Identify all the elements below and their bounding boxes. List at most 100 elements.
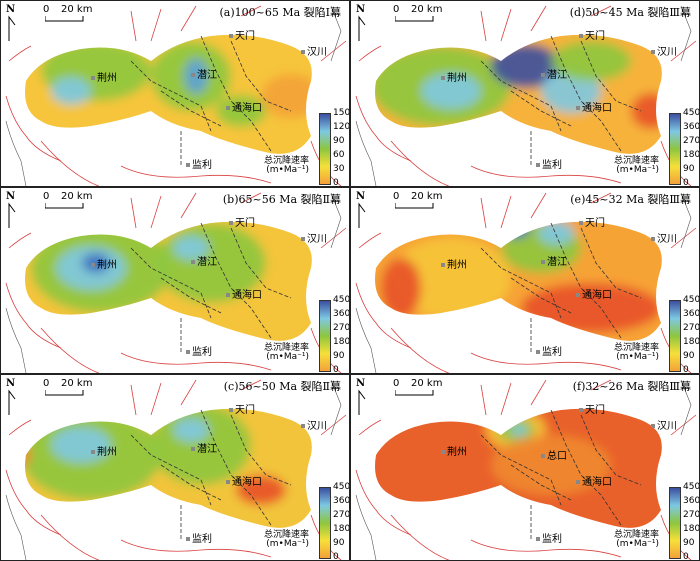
color-bar-unit: (m•Ma⁻¹) <box>616 539 659 549</box>
color-bar-tick: 0 <box>683 552 689 561</box>
map-panel-c: N 0 20 km (c)56~50 Ma 裂陷Ⅱ幕 天门 汉川 荆州 潜江 通… <box>0 374 350 561</box>
north-arrow: N <box>356 378 366 389</box>
color-bar-label: 总沉降速率 <box>263 530 309 540</box>
color-bar-tick: 0 <box>333 178 339 187</box>
map-canvas <box>355 5 697 186</box>
color-bar-tick: 180 <box>683 524 700 534</box>
rate-zone <box>502 221 530 238</box>
color-bar-unit: (m•Ma⁻¹) <box>266 352 309 362</box>
north-arrow: N <box>6 4 16 15</box>
rate-zone <box>173 236 209 260</box>
map-canvas <box>355 192 697 373</box>
color-bar-tick: 90 <box>683 538 695 548</box>
map-panel-f: N 0 20 km (f)32~26 Ma 裂陷Ⅲ幕 天门 汉川 荆州 总口 通… <box>350 374 700 561</box>
color-bar-unit: (m•Ma⁻¹) <box>616 165 659 175</box>
basin-boundaries <box>355 379 697 560</box>
province-lines <box>5 379 342 560</box>
province-lines <box>5 5 342 186</box>
color-bar-label: 总沉降速率 <box>613 530 659 540</box>
fault-lines <box>130 222 292 353</box>
color-bar-tick: 360 <box>333 496 350 506</box>
color-bar <box>669 487 681 559</box>
rate-zone <box>82 253 110 273</box>
fault-lines <box>480 35 642 166</box>
color-bar-tick: 90 <box>333 136 345 146</box>
city-qianjiang: 潜江 <box>191 253 217 268</box>
north-arrow: N <box>6 191 16 202</box>
color-bar-label: 总沉降速率 <box>263 156 309 166</box>
color-bar-tick: 150 <box>333 108 350 118</box>
color-bar-tick: 360 <box>683 309 700 319</box>
scale-length: 20 km <box>61 378 93 389</box>
north-arrow: N <box>6 378 16 389</box>
color-bar-tick: 450 <box>683 108 700 118</box>
scale-zero: 0 <box>393 191 400 202</box>
color-bar-tick: 270 <box>333 510 350 520</box>
city-jianli: 监利 <box>186 343 212 358</box>
color-bar-tick: 180 <box>683 337 700 347</box>
rate-zone <box>421 73 481 109</box>
city-tonghaikou: 通海口 <box>576 473 612 488</box>
map-panel-e: N 0 20 km (e)45~32 Ma 裂陷Ⅲ幕 天门 汉川 荆州 潜江 通… <box>350 187 700 374</box>
color-bar-tick: 90 <box>683 164 695 174</box>
province-lines <box>355 5 692 186</box>
city-jianli: 监利 <box>536 530 562 545</box>
panel-title: (c)56~50 Ma 裂陷Ⅱ幕 <box>223 380 341 393</box>
panel-title: (b)65~56 Ma 裂陷Ⅱ幕 <box>222 193 341 206</box>
map-panel-a: N 0 20 km (a)100~65 Ma 裂陷Ⅰ幕 天门 汉川 荆州 潜江 … <box>0 0 350 187</box>
city-hanchuan: 汉川 <box>651 230 677 245</box>
scale-zero: 0 <box>43 4 50 15</box>
city-qianjiang: 潜江 <box>541 253 567 268</box>
city-tianmen: 天门 <box>579 27 605 42</box>
rate-zone <box>184 58 208 94</box>
north-arrow-icon <box>8 389 16 415</box>
color-bar <box>319 487 331 559</box>
city-jingzhou: 荆州 <box>441 443 467 458</box>
panel-title: (d)50~45 Ma 裂陷Ⅲ幕 <box>569 6 691 19</box>
color-bar <box>669 113 681 185</box>
color-bar-unit: (m•Ma⁻¹) <box>266 165 309 175</box>
scale-bar <box>395 16 434 22</box>
color-bar-tick: 0 <box>333 552 339 561</box>
north-arrow: N <box>356 191 366 202</box>
rate-zone <box>631 93 662 129</box>
color-bar-tick: 60 <box>333 150 345 160</box>
scale-bar <box>395 390 434 396</box>
north-arrow-icon <box>8 202 16 228</box>
province-lines <box>355 379 692 560</box>
color-bar-tick: 90 <box>333 538 345 548</box>
scale-length: 20 km <box>411 378 443 389</box>
city-zongkou: 总口 <box>541 447 567 462</box>
north-arrow-icon <box>358 202 366 228</box>
scale-bar <box>395 203 434 209</box>
map-panel-b: N 0 20 km (b)65~56 Ma 裂陷Ⅱ幕 天门 汉川 荆州 潜江 通… <box>0 187 350 374</box>
color-bar-tick: 270 <box>333 323 350 333</box>
city-hanchuan: 汉川 <box>301 417 327 432</box>
color-bar-tick: 360 <box>333 309 350 319</box>
scale-length: 20 km <box>61 191 93 202</box>
city-hanchuan: 汉川 <box>301 43 327 58</box>
color-bar-tick: 180 <box>683 150 700 160</box>
city-jingzhou: 荆州 <box>441 256 467 271</box>
city-tianmen: 天门 <box>579 214 605 229</box>
scale-zero: 0 <box>43 378 50 389</box>
rate-zone <box>551 41 631 81</box>
map-canvas <box>5 5 347 186</box>
color-bar-label: 总沉降速率 <box>263 343 309 353</box>
rate-zone <box>51 427 111 463</box>
city-tianmen: 天门 <box>229 401 255 416</box>
city-tonghaikou: 通海口 <box>576 286 612 301</box>
city-jianli: 监利 <box>186 156 212 171</box>
rate-zone <box>491 435 611 495</box>
panel-title: (f)32~26 Ma 裂陷Ⅲ幕 <box>572 380 691 393</box>
scale-zero: 0 <box>43 191 50 202</box>
rate-zone <box>261 74 312 118</box>
color-bar-tick: 360 <box>683 496 700 506</box>
color-bar-tick: 180 <box>333 337 350 347</box>
fault-lines <box>130 35 292 166</box>
color-bar-tick: 30 <box>333 164 345 174</box>
color-bar-label: 总沉降速率 <box>613 343 659 353</box>
map-canvas <box>355 379 697 560</box>
panel-title: (e)45~32 Ma 裂陷Ⅲ幕 <box>570 193 691 206</box>
city-jianli: 监利 <box>536 156 562 171</box>
